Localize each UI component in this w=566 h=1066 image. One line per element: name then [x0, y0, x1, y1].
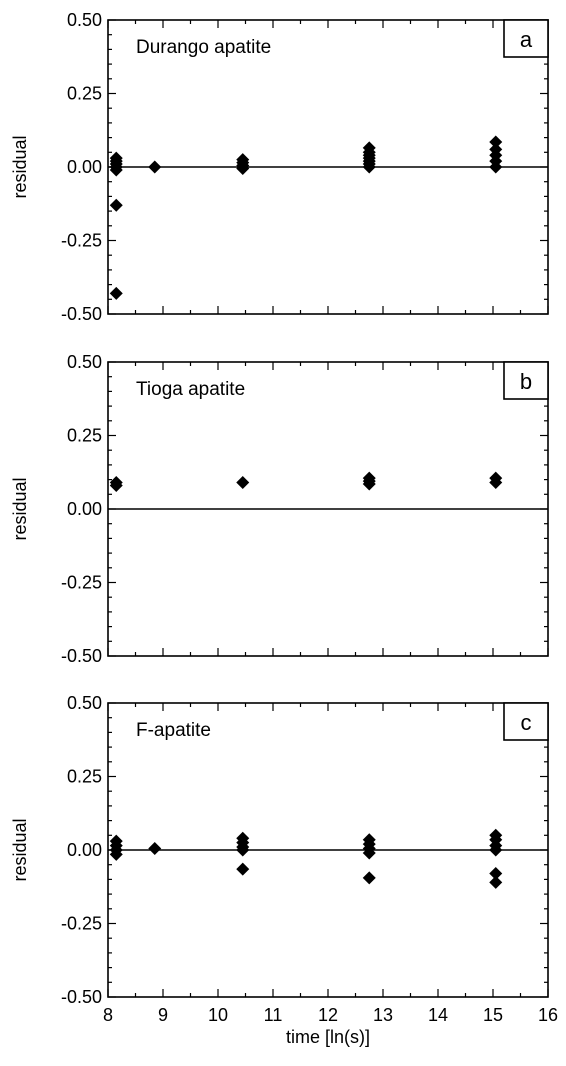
panel-c-y-tick-label: -0.25	[61, 914, 102, 934]
panel-c-annotation: F-apatite	[136, 720, 211, 741]
panel-a-y-tick-label: 0.50	[67, 10, 102, 30]
panel-b-y-tick-label: -0.50	[61, 646, 102, 666]
panel-c-x-tick-label: 16	[538, 1005, 558, 1025]
panel-c-letter: c	[521, 710, 532, 735]
panel-a-y-tick-label: -0.25	[61, 231, 102, 251]
panel-a-letter: a	[520, 27, 533, 52]
panel-c-letter-box	[503, 702, 549, 741]
panel-b-letter-box	[503, 361, 549, 400]
panel-c-x-tick-label: 8	[103, 1005, 113, 1025]
panel-a: 0.50 0.25 0.00 -0.25 -0.50 residual Durango ap…	[10, 10, 549, 324]
panel-a-annotation: Durango apatite	[136, 37, 271, 58]
panel-a-data-point	[109, 198, 123, 212]
panel-c-x-tick-label: 13	[373, 1005, 393, 1025]
panel-b-data-point	[362, 477, 376, 491]
panel-a-data-point	[236, 161, 250, 175]
panel-b-data-point	[489, 476, 503, 490]
panel-c-data-point	[362, 871, 376, 885]
panel-c-x-tick-label: 15	[483, 1005, 503, 1025]
panel-b-y-tick-label: 0.00	[67, 499, 102, 519]
panel-a-y-tick-label: -0.50	[61, 304, 102, 324]
panel-a-y-axis-title: residual	[10, 135, 30, 198]
panel-b: 0.50 0.25 0.00 -0.25 -0.50 residual Tioga apat…	[10, 352, 549, 666]
panel-c-x-tick-label: 11	[264, 1005, 283, 1025]
panel-c-y-tick-label: 0.50	[67, 693, 102, 713]
panel-c-y-tick-label: 0.00	[67, 840, 102, 860]
panel-b-data-point	[109, 478, 123, 492]
panel-b-y-tick-label: 0.25	[67, 426, 102, 446]
panel-a-data-point	[109, 163, 123, 177]
panel-c-x-tick-label: 10	[208, 1005, 228, 1025]
panel-c-data-point	[489, 843, 503, 857]
panel-a-y-tick-label: 0.25	[67, 84, 102, 104]
panel-b-y-tick-label: -0.25	[61, 573, 102, 593]
panel-a-y-tick-label: 0.00	[67, 157, 102, 177]
panel-a-letter-box	[503, 19, 549, 58]
panel-b-annotation: Tioga apatite	[136, 379, 245, 400]
panel-c-x-tick-label: 9	[158, 1005, 168, 1025]
panel-c-data-point	[109, 847, 123, 861]
panel-b-letter: b	[520, 369, 532, 394]
panel-c-data-point	[362, 846, 376, 860]
panel-b-y-tick-label: 0.50	[67, 352, 102, 372]
panel-c-data-point	[489, 867, 503, 881]
panel-c-x-tick-label: 12	[318, 1005, 338, 1025]
panel-a-data-point	[489, 135, 503, 149]
panel-c-x-tick-label: 14	[428, 1005, 448, 1025]
panel-c-y-tick-label: -0.50	[61, 987, 102, 1007]
panel-c: 0.50 0.25 0.00 -0.25 -0.508 9 10 11 12 13 14 15 16 re…	[10, 693, 558, 1047]
panel-c-x-axis-title: time [ln(s)]	[286, 1027, 370, 1047]
panel-a-data-point	[362, 160, 376, 174]
panel-c-y-axis-title: residual	[10, 818, 30, 881]
panel-a-data-point	[489, 160, 503, 174]
panel-c-data-point	[236, 843, 250, 857]
panel-c-y-tick-label: 0.25	[67, 767, 102, 787]
panel-c-data-point	[236, 862, 250, 876]
panel-c-data-point	[148, 842, 162, 856]
panel-c-data-point	[489, 875, 503, 889]
panel-a-data-point	[109, 286, 123, 300]
panel-b-y-axis-title: residual	[10, 477, 30, 540]
panel-a-data-point	[148, 160, 162, 174]
panel-b-data-point	[236, 476, 250, 490]
